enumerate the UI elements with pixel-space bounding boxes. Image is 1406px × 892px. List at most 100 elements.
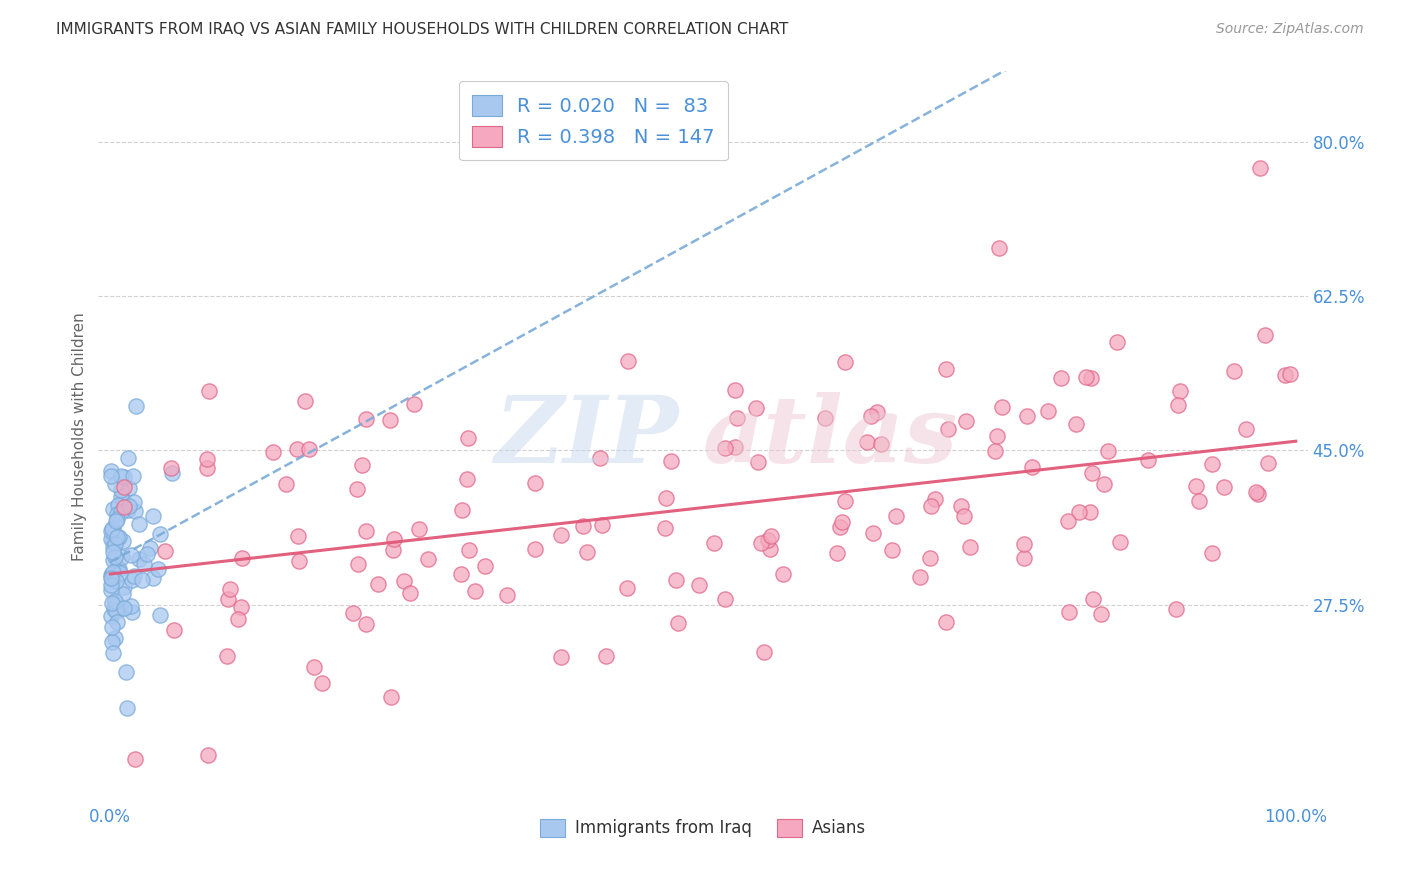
Point [163,623,186,637]
Point [105,615,128,630]
Point [108,566,131,580]
Point [856,435,879,450]
Point [1080,371,1102,385]
Point [714,441,737,455]
Point [1109,534,1132,549]
Point [523,475,546,490]
Point [100,532,122,546]
Point [1067,505,1090,519]
Text: atlas: atlas [703,392,959,482]
Point [100,464,122,478]
Point [134,558,156,572]
Point [955,414,977,428]
Point [112,480,135,494]
Point [1185,479,1208,493]
Point [262,445,284,459]
Point [1254,327,1277,342]
Point [101,573,124,587]
Point [112,493,135,508]
Point [135,547,157,561]
Point [124,752,146,766]
Point [112,600,135,615]
Point [576,545,599,559]
Point [392,574,415,588]
Point [139,541,162,556]
Point [100,578,122,592]
Point [1170,384,1192,398]
Point [112,601,135,615]
Point [825,545,848,559]
Point [1274,368,1296,382]
Point [117,450,139,465]
Point [103,545,125,559]
Point [1038,404,1060,418]
Point [1201,545,1223,559]
Point [274,476,297,491]
Point [118,481,141,495]
Point [103,521,125,535]
Point [724,440,747,454]
Point [880,542,903,557]
Point [1081,591,1104,606]
Point [1279,367,1302,381]
Point [125,399,148,413]
Point [983,443,1005,458]
Point [1234,422,1257,436]
Point [122,469,145,483]
Point [831,515,853,529]
Point [128,552,150,566]
Point [115,701,138,715]
Point [342,606,364,620]
Point [474,559,496,574]
Point [294,393,316,408]
Point [451,503,474,517]
Point [112,580,135,594]
Point [101,646,124,660]
Point [866,404,889,418]
Point [104,574,127,588]
Point [101,553,124,567]
Point [131,573,153,587]
Point [195,460,218,475]
Point [1201,457,1223,471]
Point [457,543,479,558]
Point [959,541,981,555]
Point [714,592,737,607]
Point [1078,505,1101,519]
Point [759,541,782,556]
Point [120,599,142,613]
Point [1012,550,1035,565]
Point [112,587,135,601]
Point [231,550,253,565]
Point [104,514,127,528]
Point [217,591,239,606]
Text: Source: ZipAtlas.com: Source: ZipAtlas.com [1216,22,1364,37]
Point [860,409,883,423]
Point [160,466,183,480]
Point [523,542,546,557]
Point [104,549,127,563]
Legend: Immigrants from Iraq, Asians: Immigrants from Iraq, Asians [531,810,875,846]
Point [229,599,252,614]
Point [934,615,956,629]
Point [1059,605,1081,619]
Point [104,594,127,608]
Point [105,507,128,521]
Point [110,468,132,483]
Point [668,615,690,630]
Point [920,500,942,514]
Point [616,582,638,596]
Point [347,558,370,572]
Point [924,491,946,506]
Point [149,608,172,623]
Point [380,690,402,704]
Point [100,567,122,582]
Text: IMMIGRANTS FROM IRAQ VS ASIAN FAMILY HOUSEHOLDS WITH CHILDREN CORRELATION CHART: IMMIGRANTS FROM IRAQ VS ASIAN FAMILY HOU… [56,22,789,37]
Point [747,455,769,469]
Point [416,552,439,566]
Point [404,397,426,411]
Point [1092,477,1115,491]
Point [550,650,572,665]
Point [104,476,127,491]
Point [1090,607,1112,621]
